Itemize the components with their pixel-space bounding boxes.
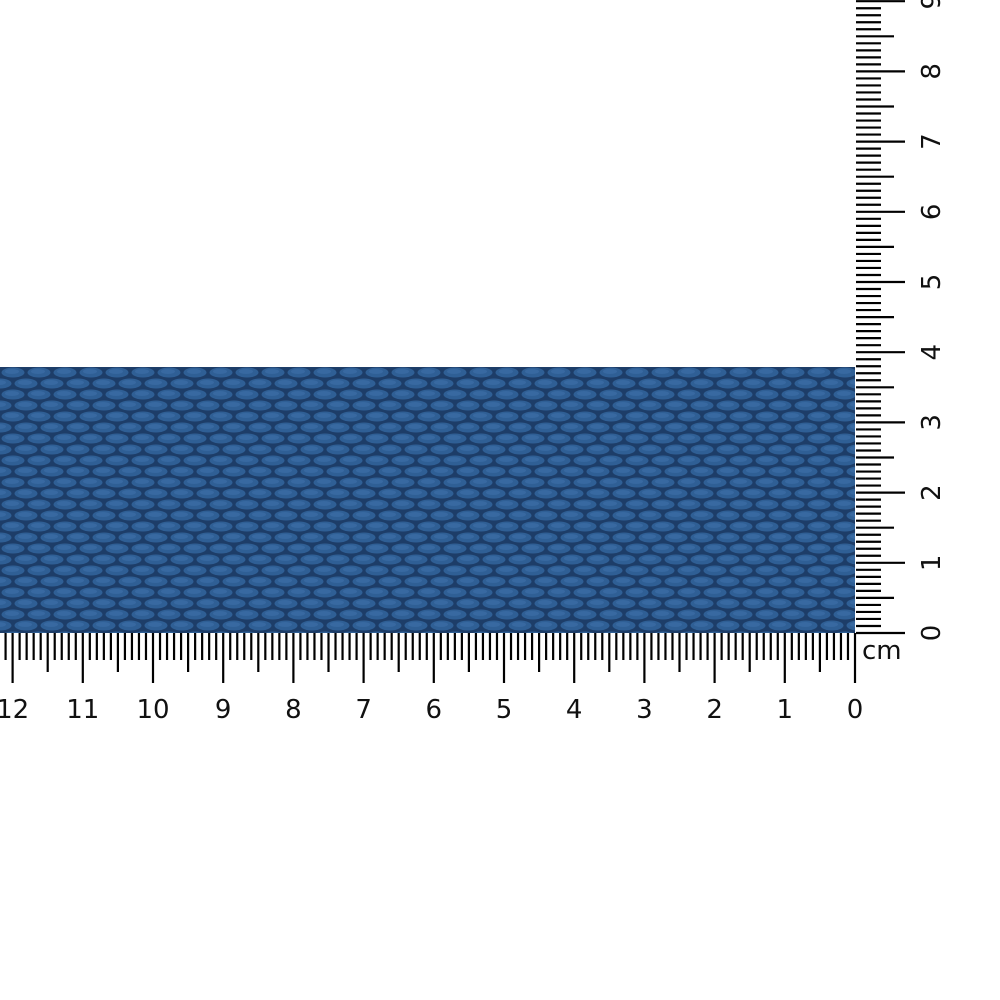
v-ruler-label: 1	[917, 555, 947, 572]
v-ruler-label: 9	[917, 0, 947, 9]
h-ruler-label: 3	[636, 695, 653, 725]
h-ruler-label: 4	[566, 695, 583, 725]
v-ruler-label: 0	[917, 625, 947, 642]
v-ruler-label: 5	[917, 274, 947, 291]
h-ruler-label: 9	[215, 695, 232, 725]
h-ruler-label: 11	[66, 695, 99, 725]
vertical-ruler: 0 1 2 3 4 5 6 7 8 9	[856, 0, 947, 641]
h-ruler-label: 7	[355, 695, 372, 725]
v-ruler-label: 6	[917, 204, 947, 221]
h-ruler-label: 8	[285, 695, 302, 725]
v-ruler-label: 7	[917, 133, 947, 150]
v-ruler-label: 3	[917, 414, 947, 431]
unit-label: cm	[862, 636, 902, 666]
v-ruler-label: 4	[917, 344, 947, 361]
h-ruler-label: 10	[136, 695, 169, 725]
h-ruler-label: 5	[496, 695, 513, 725]
h-ruler-label: 12	[0, 695, 29, 725]
h-ruler-label: 0	[847, 695, 864, 725]
h-ruler-label: 2	[706, 695, 723, 725]
v-ruler-label: 8	[917, 63, 947, 80]
h-ruler-label: 6	[426, 695, 443, 725]
fabric-webbing-swatch	[0, 367, 855, 633]
h-ruler-label: 1	[777, 695, 794, 725]
v-ruler-label: 2	[917, 484, 947, 501]
